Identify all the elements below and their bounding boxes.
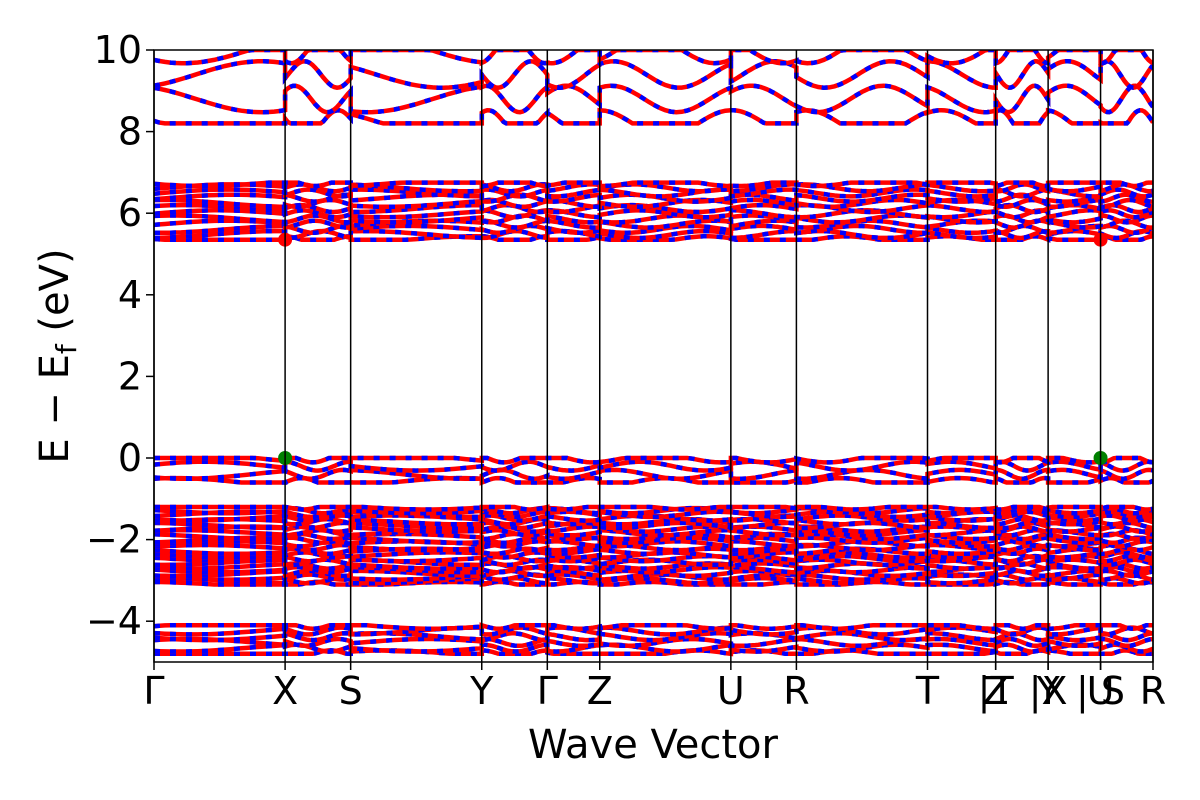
band-spin-up bbox=[154, 58, 1153, 91]
y-tick-label: −4 bbox=[86, 599, 142, 643]
band-lines bbox=[154, 50, 1153, 657]
x-tick-label: R bbox=[783, 669, 809, 713]
x-tick-label: U bbox=[1087, 669, 1115, 713]
x-tick-label: Y bbox=[469, 669, 494, 713]
band-spin-down bbox=[154, 180, 1153, 189]
x-tick-label: Γ bbox=[537, 669, 558, 713]
x-tick-label: |X bbox=[1029, 669, 1068, 714]
x-tick-label: Z bbox=[983, 669, 1009, 713]
x-tick-label: X bbox=[272, 669, 298, 713]
x-tick-label: T bbox=[915, 669, 940, 713]
x-tick-label: Y bbox=[1036, 669, 1061, 713]
x-tick-label: U bbox=[717, 669, 745, 713]
y-tick-label: −2 bbox=[86, 518, 142, 562]
y-tick-label: 10 bbox=[94, 28, 142, 72]
extrema-markers bbox=[278, 232, 1108, 465]
x-tick-label: R bbox=[1140, 669, 1166, 713]
y-tick-label: 6 bbox=[118, 191, 142, 235]
x-tick-label: S bbox=[339, 669, 363, 713]
x-tick-label: |T bbox=[978, 669, 1015, 714]
y-axis-label-unit bbox=[32, 332, 78, 345]
x-tick-label: Γ bbox=[143, 669, 164, 713]
x-axis-label: Wave Vector bbox=[528, 722, 779, 768]
y-tick-label: 8 bbox=[118, 110, 142, 154]
y-tick-label: 2 bbox=[118, 354, 142, 398]
y-axis-label: E − Ef (eV) bbox=[32, 248, 83, 463]
y-axis-label-main: E − E bbox=[32, 354, 78, 464]
y-tick-label: 4 bbox=[118, 273, 142, 317]
plot-frame bbox=[153, 49, 1154, 663]
y-axis-label-subscript: f bbox=[50, 343, 83, 354]
y-axis-label-unit-text: (eV) bbox=[32, 248, 78, 331]
x-tick-label: Z bbox=[587, 669, 613, 713]
y-tick-label: 0 bbox=[118, 436, 142, 480]
x-tick-label: | S bbox=[1076, 669, 1125, 714]
y-ticks: −4 −2 0 2 4 6 8 10 bbox=[86, 28, 154, 643]
band-spin-up bbox=[154, 504, 1153, 512]
